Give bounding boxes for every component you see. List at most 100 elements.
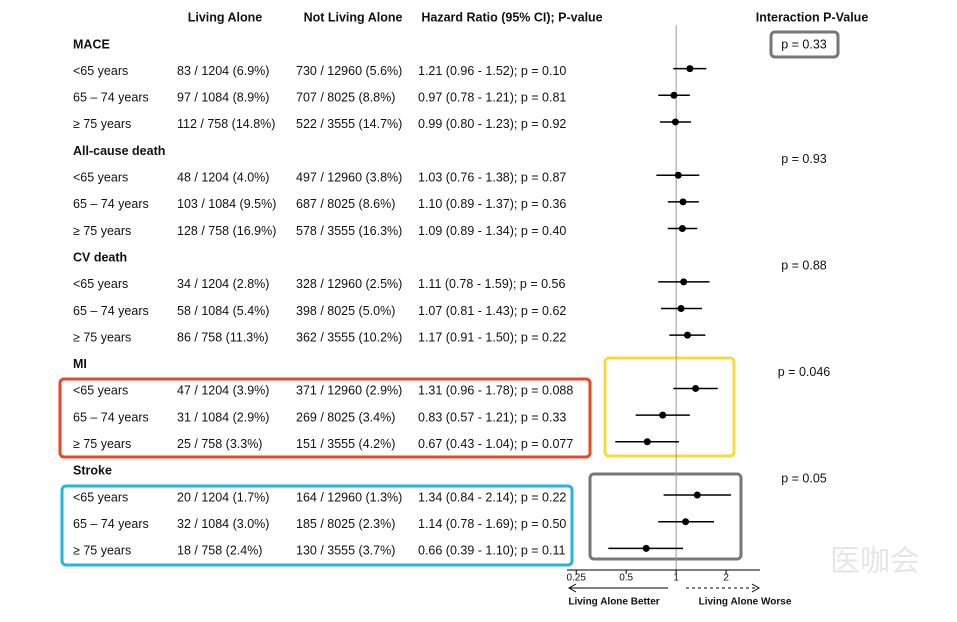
group-label: Stroke — [73, 464, 112, 478]
cell: 398 / 8025 (5.0%) — [296, 304, 395, 318]
arrow-head — [567, 583, 577, 593]
cell: 328 / 12960 (2.5%) — [296, 277, 402, 291]
cell: 34 / 1204 (2.8%) — [177, 277, 269, 291]
cell: 578 / 3555 (16.3%) — [296, 224, 402, 238]
row-label: ≥ 75 years — [73, 330, 131, 344]
cell: 86 / 758 (11.3%) — [177, 330, 269, 344]
x-tick-label: 1 — [673, 573, 679, 584]
cell: 1.07 (0.81 - 1.43); p = 0.62 — [418, 304, 566, 318]
row-label: ≥ 75 years — [73, 544, 131, 558]
cell: 1.14 (0.78 - 1.69); p = 0.50 — [418, 517, 566, 531]
highlight-box — [769, 30, 840, 59]
cell: 269 / 8025 (3.4%) — [296, 410, 395, 424]
cell: 371 / 12960 (2.9%) — [296, 384, 402, 398]
point — [674, 171, 682, 179]
x-tick-label: 0.25 — [566, 573, 586, 584]
cell: 128 / 758 (16.9%) — [177, 224, 276, 238]
row-label: 65 – 74 years — [73, 304, 149, 318]
x-tick-label: 2 — [723, 573, 729, 584]
cell: 25 / 758 (3.3%) — [177, 437, 262, 451]
cell: 97 / 1084 (8.9%) — [177, 91, 269, 105]
cell: 707 / 8025 (8.8%) — [296, 91, 395, 105]
row-label: ≥ 75 years — [73, 224, 131, 238]
row-label: <65 years — [73, 490, 128, 504]
cell: 20 / 1204 (1.7%) — [177, 490, 269, 504]
cell: 151 / 3555 (4.2%) — [296, 437, 395, 451]
interaction-p: p = 0.046 — [778, 365, 831, 379]
row-label: 65 – 74 years — [73, 517, 149, 531]
cell: 1.21 (0.96 - 1.52); p = 0.10 — [418, 64, 566, 78]
cell: 130 / 3555 (3.7%) — [296, 544, 395, 558]
cell: 83 / 1204 (6.9%) — [177, 64, 269, 78]
row-label: <65 years — [73, 277, 128, 291]
x-tick-label: 0.5 — [619, 573, 633, 584]
cell: 497 / 12960 (3.8%) — [296, 171, 402, 185]
interaction-p: p = 0.33 — [781, 37, 827, 51]
highlight-box — [58, 377, 592, 459]
interaction-p: p = 0.05 — [781, 472, 827, 486]
cell: 48 / 1204 (4.0%) — [177, 171, 269, 185]
column-header: Interaction P-Value — [756, 10, 869, 24]
cell: 1.17 (0.91 - 1.50); p = 0.22 — [418, 330, 566, 344]
column-header: Not Living Alone — [304, 10, 403, 24]
column-header: Hazard Ratio (95% CI); P-value — [421, 10, 602, 24]
interaction-p: p = 0.88 — [781, 258, 827, 272]
point — [692, 384, 700, 392]
cell: 1.34 (0.84 - 2.14); p = 0.22 — [418, 490, 566, 504]
cell: 687 / 8025 (8.6%) — [296, 197, 395, 211]
cell: 112 / 758 (14.8%) — [177, 117, 275, 131]
point — [642, 544, 650, 552]
group-label: CV death — [73, 250, 127, 264]
row-label: <65 years — [73, 64, 128, 78]
cell: 32 / 1084 (3.0%) — [177, 517, 269, 531]
cell: 1.31 (0.96 - 1.78); p = 0.088 — [418, 384, 573, 398]
axis-label: Living Alone Better — [568, 597, 659, 608]
point — [678, 225, 686, 233]
highlight-box — [603, 356, 736, 458]
point — [682, 518, 690, 526]
point — [679, 198, 687, 206]
point — [680, 278, 688, 286]
cell: 522 / 3555 (14.7%) — [296, 117, 402, 131]
cell: 47 / 1204 (3.9%) — [177, 384, 269, 398]
point — [683, 331, 691, 339]
highlight-box — [588, 472, 743, 561]
point — [643, 438, 651, 446]
point — [686, 65, 694, 73]
group-label: All-cause death — [73, 144, 165, 158]
cell: 31 / 1084 (2.9%) — [177, 410, 269, 424]
column-header: Living Alone — [188, 10, 263, 24]
cell: 730 / 12960 (5.6%) — [296, 64, 402, 78]
cell: 1.09 (0.89 - 1.34); p = 0.40 — [418, 224, 566, 238]
interaction-p: p = 0.93 — [781, 152, 827, 166]
group-label: MACE — [73, 37, 110, 51]
row-label: ≥ 75 years — [73, 117, 131, 131]
cell: 1.03 (0.76 - 1.38); p = 0.87 — [418, 171, 566, 185]
cell: 0.97 (0.78 - 1.21); p = 0.81 — [418, 91, 566, 105]
cell: 185 / 8025 (2.3%) — [296, 517, 395, 531]
watermark: 医咖会 — [830, 545, 920, 578]
row-label: <65 years — [73, 171, 128, 185]
cell: 1.10 (0.89 - 1.37); p = 0.36 — [418, 197, 566, 211]
cell: 362 / 3555 (10.2%) — [296, 330, 402, 344]
row-label: 65 – 74 years — [73, 410, 149, 424]
row-label: ≥ 75 years — [73, 437, 131, 451]
point — [677, 305, 685, 312]
cell: 18 / 758 (2.4%) — [177, 544, 262, 558]
cell: 164 / 12960 (1.3%) — [296, 490, 402, 504]
point — [671, 118, 679, 126]
cell: 0.67 (0.43 - 1.04); p = 0.077 — [418, 437, 573, 451]
group-label: MI — [73, 357, 87, 371]
arrow-head — [751, 583, 761, 593]
point — [693, 491, 701, 499]
cell: 58 / 1084 (5.4%) — [177, 304, 269, 318]
row-label: 65 – 74 years — [73, 197, 149, 211]
cell: 0.99 (0.80 - 1.23); p = 0.92 — [418, 117, 566, 131]
axis-label: Living Alone Worse — [699, 597, 792, 608]
cell: 0.83 (0.57 - 1.21); p = 0.33 — [418, 410, 566, 424]
highlight-box — [60, 484, 574, 567]
point — [659, 411, 667, 419]
cell: 103 / 1084 (9.5%) — [177, 197, 276, 211]
point — [670, 91, 678, 99]
